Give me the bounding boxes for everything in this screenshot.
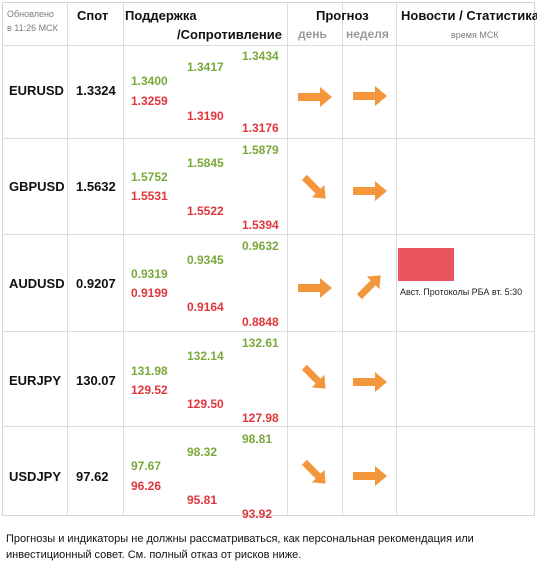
support-level: 132.14	[187, 349, 224, 363]
support-level: 1.3417	[187, 60, 224, 74]
resistance-level: 93.92	[242, 507, 273, 521]
pair-eurusd[interactable]: EURUSD	[9, 83, 64, 98]
arrow-right-icon	[353, 86, 387, 106]
grid-line	[3, 45, 534, 46]
resistance-level: 95.81	[187, 493, 218, 507]
resistance-level: 1.5394	[242, 218, 279, 232]
spot-value: 97.62	[76, 469, 109, 484]
updated-time: в 11:26 МСК	[7, 23, 58, 33]
arrow-right-icon	[298, 87, 332, 107]
support-level: 0.9632	[242, 239, 279, 253]
support-level: 1.5752	[131, 170, 168, 184]
resistance-header: /Сопротивление	[177, 27, 282, 42]
grid-line	[342, 3, 343, 515]
support-level: 98.32	[187, 445, 218, 459]
spot-value: 0.9207	[76, 276, 116, 291]
resistance-level: 127.98	[242, 411, 279, 425]
pair-eurjpy[interactable]: EURJPY	[9, 373, 62, 388]
support-header: Поддержка	[125, 8, 197, 23]
resistance-level: 1.3190	[187, 109, 224, 123]
grid-line	[3, 234, 534, 235]
resistance-level: 1.5522	[187, 204, 224, 218]
news-header: Новости / Статистика	[401, 8, 537, 23]
arrow-down-right-icon	[301, 174, 326, 199]
resistance-level: 1.5531	[131, 189, 168, 203]
spot-value: 130.07	[76, 373, 116, 388]
support-level: 97.67	[131, 459, 162, 473]
news-time-header: время МСК	[451, 30, 499, 40]
grid-line	[396, 3, 397, 515]
resistance-level: 0.8848	[242, 315, 279, 329]
arrow-right-icon	[353, 372, 387, 392]
pair-usdjpy[interactable]: USDJPY	[9, 469, 62, 484]
grid-line	[3, 426, 534, 427]
arrow-up-right-icon	[356, 275, 381, 300]
resistance-level: 96.26	[131, 479, 162, 493]
news-item[interactable]: Авст. Протоколы РБА вт. 5:30	[400, 287, 523, 297]
grid-line	[67, 3, 68, 515]
pair-gbpusd[interactable]: GBPUSD	[9, 179, 65, 194]
forex-table: Обновлено в 11:26 МСК Спот Поддержка /Со…	[2, 2, 537, 521]
grid-line	[3, 138, 534, 139]
arrow-right-icon	[298, 278, 332, 298]
support-level: 131.98	[131, 364, 168, 378]
resistance-level: 1.3259	[131, 94, 168, 108]
support-level: 1.3434	[242, 49, 279, 63]
arrow-right-icon	[353, 181, 387, 201]
support-level: 132.61	[242, 336, 279, 350]
resistance-level: 129.52	[131, 383, 168, 397]
arrow-down-right-icon	[301, 459, 326, 484]
week-header: неделя	[346, 27, 389, 41]
resistance-level: 129.50	[187, 397, 224, 411]
support-level: 0.9345	[187, 253, 224, 267]
grid-line	[287, 3, 288, 515]
arrow-down-right-icon	[301, 364, 326, 389]
updated-label: Обновлено	[7, 9, 54, 19]
arrow-right-icon	[353, 466, 387, 486]
resistance-level: 0.9199	[131, 286, 168, 300]
disclaimer-text: Прогнозы и индикаторы не должны рассматр…	[6, 533, 474, 561]
support-level: 1.5879	[242, 143, 279, 157]
grid-line	[3, 331, 534, 332]
support-level: 98.81	[242, 432, 273, 446]
support-level: 1.3400	[131, 74, 168, 88]
support-level: 1.5845	[187, 156, 224, 170]
spot-value: 1.5632	[76, 179, 116, 194]
pair-audusd[interactable]: AUDUSD	[9, 276, 65, 291]
grid-line	[123, 3, 124, 515]
resistance-level: 0.9164	[187, 300, 224, 314]
spot-value: 1.3324	[76, 83, 116, 98]
day-header: день	[298, 27, 327, 41]
spot-header: Спот	[77, 8, 109, 23]
resistance-level: 1.3176	[242, 121, 279, 135]
support-level: 0.9319	[131, 267, 168, 281]
forecast-header: Прогноз	[316, 8, 369, 23]
news-highlight-block	[398, 248, 454, 281]
